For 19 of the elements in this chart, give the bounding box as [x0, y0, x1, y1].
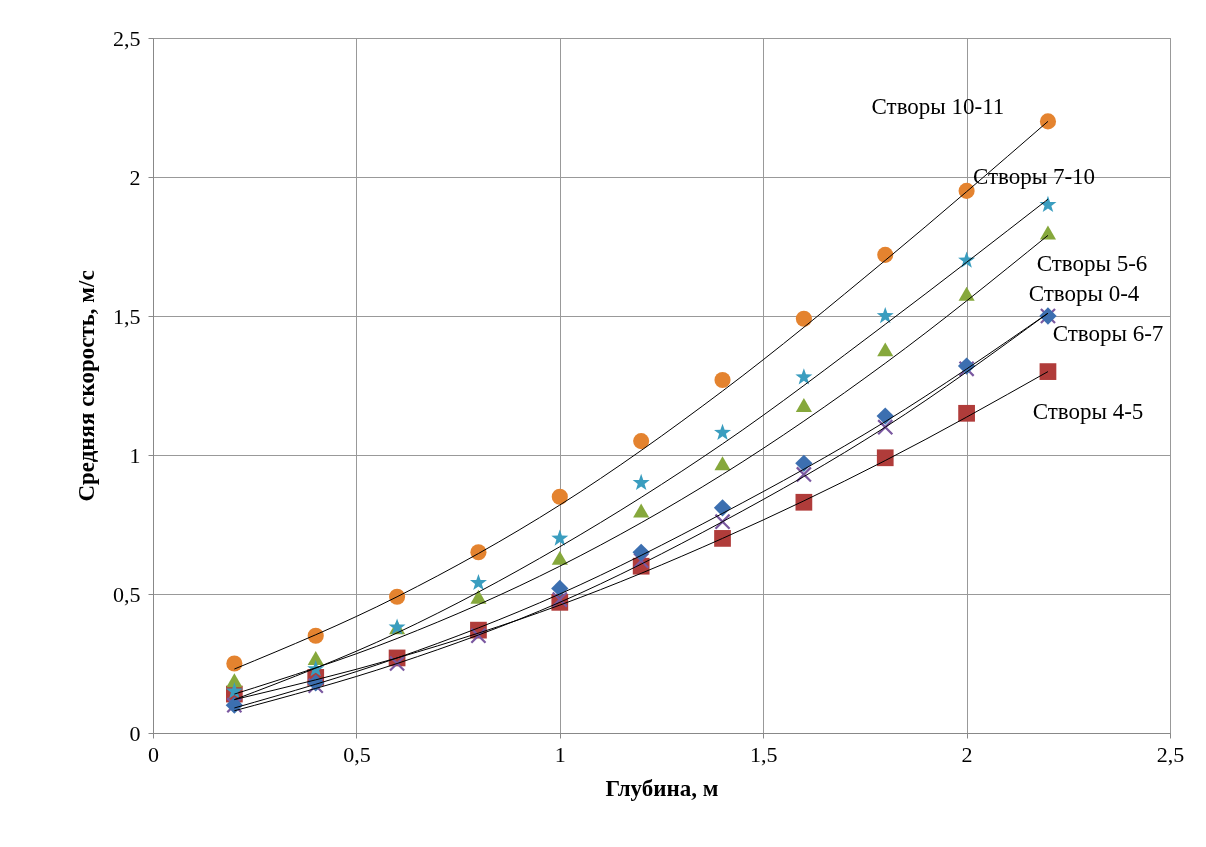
x-tick-label: 0,5: [343, 741, 371, 767]
series-label: Створы 10-11: [871, 94, 1005, 120]
series-label: Створы 0-4: [1028, 281, 1140, 306]
x-tick-label: 2,5: [1156, 741, 1185, 767]
y-tick-label: 2: [129, 164, 141, 190]
x-tick-label: 1,5: [749, 741, 778, 767]
y-tick-label: 0: [129, 720, 141, 746]
series-label: Створы 4-5: [1032, 398, 1144, 424]
series-label: Створы 6-7: [1052, 321, 1164, 346]
x-tick-label: 0: [148, 741, 159, 767]
series-label: Створы 5-6: [1036, 250, 1148, 276]
y-tick-label: 1,5: [113, 303, 141, 329]
x-axis-title: Глубина, м: [605, 775, 719, 801]
x-tick-label: 2: [961, 741, 973, 767]
y-tick-label: 1: [129, 442, 141, 468]
y-tick-label: 0,5: [113, 581, 141, 607]
x-tick-label: 1: [554, 741, 566, 767]
y-tick-label: 2,5: [113, 25, 141, 51]
y-axis-title: Средняя скорость, м/с: [74, 270, 99, 502]
